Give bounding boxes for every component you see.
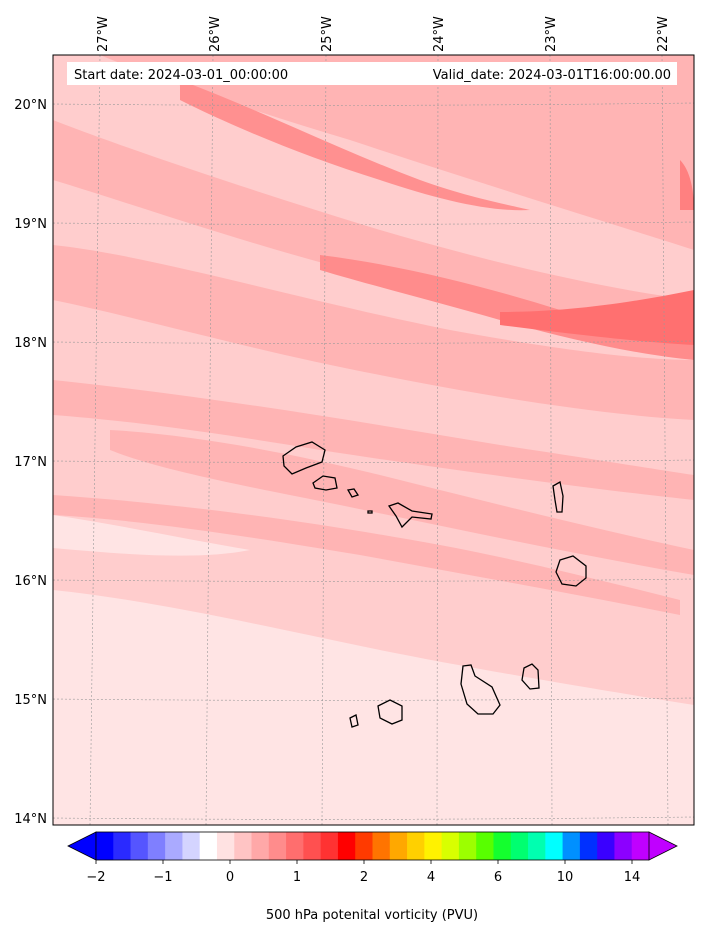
pv-band-4 (53, 380, 694, 500)
colorbar-segment (389, 832, 408, 860)
colorbar-segment (545, 832, 564, 860)
colorbar-segment (458, 832, 477, 860)
lat-tick-label: 19°N (14, 217, 47, 232)
colorbar-segment (562, 832, 581, 860)
lon-tick-label: 26°W (208, 16, 223, 52)
island-brava (349, 714, 359, 728)
colorbar-segment (286, 832, 304, 860)
pv-low-band-south (53, 590, 694, 825)
colorbar-tick-label: 10 (557, 870, 574, 885)
colorbar-extend-high (648, 831, 678, 861)
colorbar-segment (320, 832, 339, 860)
colorbar-segment (476, 832, 494, 860)
lat-tick-label: 14°N (14, 812, 47, 827)
lon-tick-label: 24°W (432, 16, 447, 52)
colorbar-segment (130, 832, 149, 860)
lat-tick-label: 16°N (14, 574, 47, 589)
colorbar-segment (614, 832, 633, 860)
colorbar-frame (95, 831, 650, 861)
colorbar-segment (579, 832, 598, 860)
colorbar-tick-label: −2 (86, 870, 105, 885)
pv-band-2 (53, 120, 694, 340)
pv-streak-northeast (500, 290, 694, 345)
valid-date-label: Valid_date: 2024-03-01T16:00:00.00 (433, 68, 671, 83)
islands (282, 441, 587, 728)
lon-tick-label: 23°W (544, 16, 559, 52)
pv-low-band-mid (53, 515, 250, 556)
lon-tick-labels: 27°W 26°W 25°W 24°W 23°W 22°W (96, 16, 671, 52)
colorbar-segment (96, 832, 114, 860)
colorbar-segments (96, 832, 650, 860)
colorbar-segment (268, 832, 287, 860)
map-frame (52, 54, 695, 826)
pv-streak-edge (680, 160, 694, 210)
colorbar-segment (528, 832, 546, 860)
colorbar-tick-label: 6 (494, 870, 502, 885)
colorbar-segment (234, 832, 253, 860)
pv-band-1 (53, 245, 694, 420)
colorbar-segment (113, 832, 132, 860)
colorbar-ticks (95, 860, 633, 864)
colorbar-title: 500 hPa potenital vorticity (PVU) (266, 908, 478, 923)
colorbar-segment (424, 832, 443, 860)
colorbar-segment (372, 832, 391, 860)
pv-band-6 (53, 495, 680, 615)
colorbar-segment (597, 832, 615, 860)
island-santo-antao (282, 441, 326, 475)
island-sal (552, 480, 564, 513)
island-boa-vista (555, 555, 587, 587)
island-santiago (460, 664, 501, 715)
colorbar-segment (199, 832, 218, 860)
colorbar-segment (407, 832, 425, 860)
colorbar-segment (493, 832, 512, 860)
island-fogo (377, 699, 403, 725)
colorbar-segment (182, 832, 201, 860)
colorbar-tick-labels: −2 −1 0 1 2 4 6 10 14 (86, 870, 640, 885)
colorbar-segment (303, 832, 322, 860)
colorbar-tick-label: 14 (624, 870, 641, 885)
lat-tick-label: 15°N (14, 693, 47, 708)
lon-tick-label: 25°W (320, 16, 335, 52)
colorbar-segment (216, 832, 235, 860)
lat-tick-label: 20°N (14, 98, 47, 113)
colorbar-segment (165, 832, 183, 860)
colorbar-tick-label: 4 (427, 870, 435, 885)
colorbar-segment (147, 832, 166, 860)
colorbar-tick-label: 0 (226, 870, 234, 885)
colorbar-tick-label: 2 (360, 870, 368, 885)
colorbar-tick-label: −1 (153, 870, 172, 885)
graticule (53, 55, 694, 825)
lat-tick-label: 18°N (14, 336, 47, 351)
island-sao-nicolau (387, 502, 433, 529)
colorbar-segment (337, 832, 356, 860)
map-panel (53, 55, 694, 825)
island-sao-vicente (312, 475, 338, 491)
header-box (67, 62, 677, 85)
pv-band-5 (110, 430, 694, 575)
lon-tick-label: 27°W (96, 16, 111, 52)
start-date-label: Start date: 2024-03-01_00:00:00 (74, 68, 288, 83)
colorbar: −2 −1 0 1 2 4 6 10 14 500 hPa potenital … (67, 831, 678, 923)
colorbar-extend-low (67, 831, 97, 861)
colorbar-segment (631, 832, 650, 860)
colorbar-segment (441, 832, 460, 860)
lat-tick-labels: 20°N 19°N 18°N 17°N 16°N 15°N 14°N (14, 98, 47, 827)
lon-tick-label: 22°W (656, 16, 671, 52)
island-maio (521, 663, 540, 690)
colorbar-segment (251, 832, 270, 860)
island-raso (367, 510, 373, 514)
colorbar-segment (355, 832, 373, 860)
colorbar-segment (510, 832, 529, 860)
lat-tick-label: 17°N (14, 455, 47, 470)
pv-band-3 (100, 55, 694, 250)
colorbar-tick-label: 1 (293, 870, 301, 885)
island-santa-luzia (346, 488, 360, 498)
